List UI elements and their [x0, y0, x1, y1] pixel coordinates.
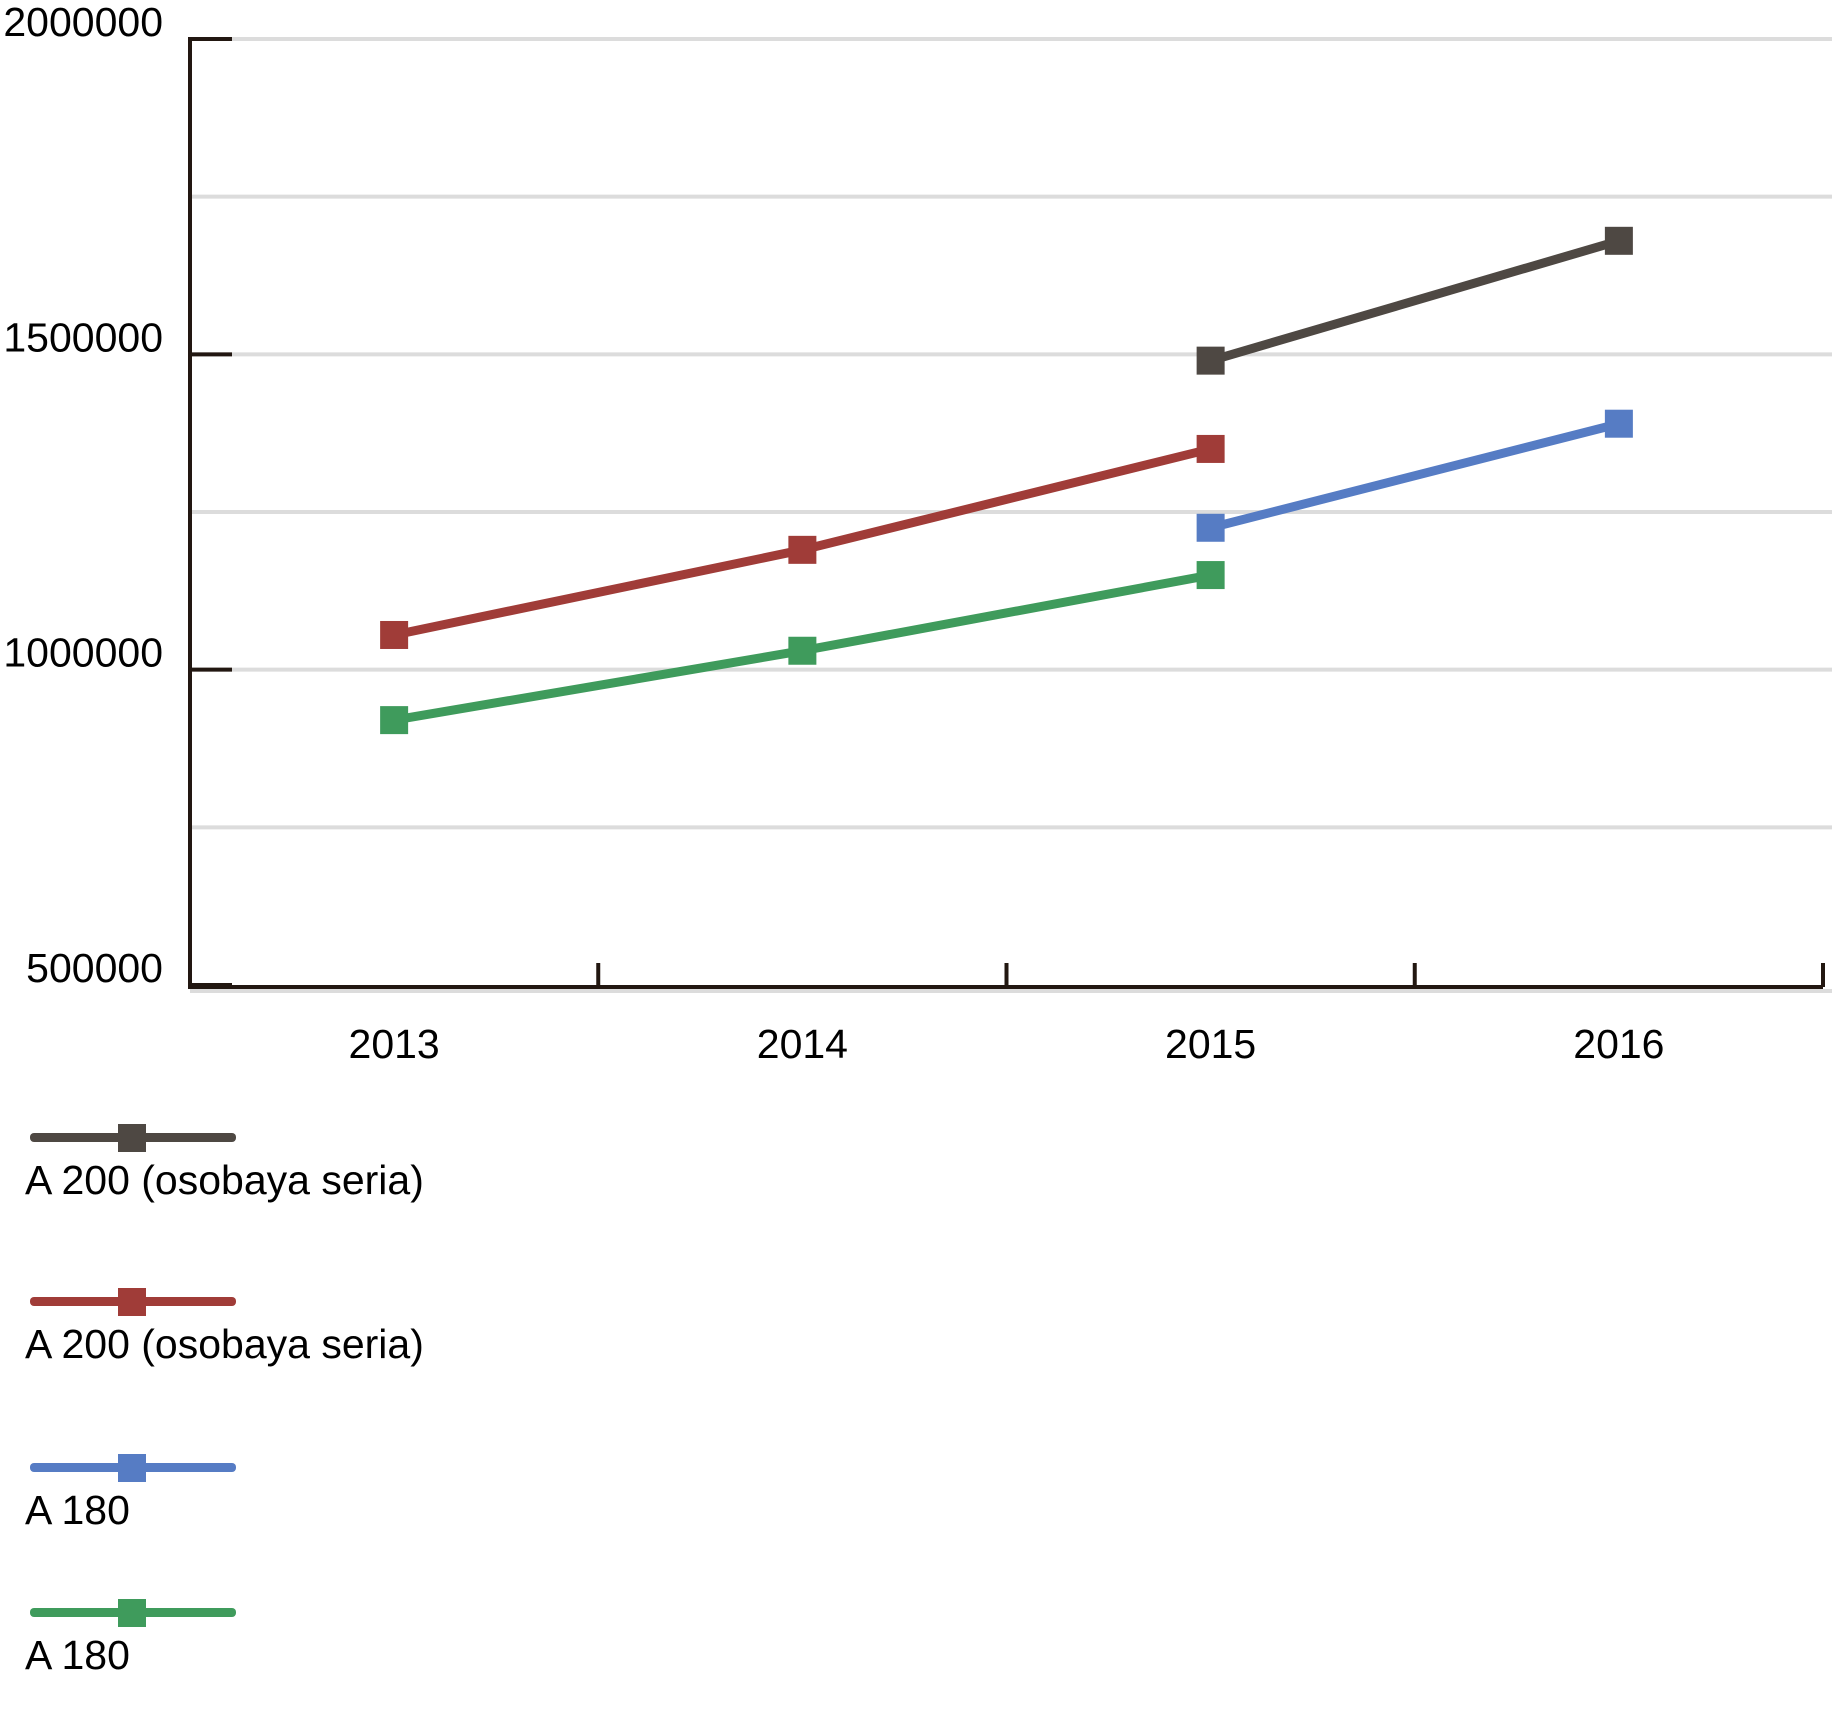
line-chart-plot: 2000000 1500000 1000000 500000 2013 2014 2015 2… — [3, 0, 1832, 1067]
legend-square-marker-icon — [118, 1288, 146, 1316]
legend-label: A 180 — [25, 1632, 130, 1678]
legend-line-marker-swatch — [30, 1124, 236, 1152]
legend-item-a200-new: A 200 (osobaya seria) — [25, 1124, 675, 1204]
svg-text:2015: 2015 — [1165, 1021, 1256, 1067]
svg-text:2000000: 2000000 — [3, 0, 163, 45]
legend-square-marker-icon — [118, 1124, 146, 1152]
legend-line-marker-swatch — [30, 1454, 236, 1482]
legend-label: A 180 — [25, 1487, 130, 1533]
svg-text:2014: 2014 — [757, 1021, 848, 1067]
svg-text:1000000: 1000000 — [3, 630, 163, 676]
svg-text:2013: 2013 — [349, 1021, 440, 1067]
legend-item-a180-old: A 180 — [25, 1599, 675, 1679]
svg-text:500000: 500000 — [26, 945, 163, 991]
svg-text:2016: 2016 — [1573, 1021, 1664, 1067]
legend-item-a180-new: A 180 — [25, 1454, 675, 1534]
legend-item-a200-old: A 200 (osobaya seria) — [25, 1288, 675, 1368]
legend-label: A 200 (osobaya seria) — [25, 1321, 424, 1367]
svg-text:1500000: 1500000 — [3, 314, 163, 360]
legend-label: A 200 (osobaya seria) — [25, 1157, 424, 1203]
legend-square-marker-icon — [118, 1599, 146, 1627]
legend-square-marker-icon — [118, 1454, 146, 1482]
legend-line-marker-swatch — [30, 1288, 236, 1316]
legend-line-marker-swatch — [30, 1599, 236, 1627]
